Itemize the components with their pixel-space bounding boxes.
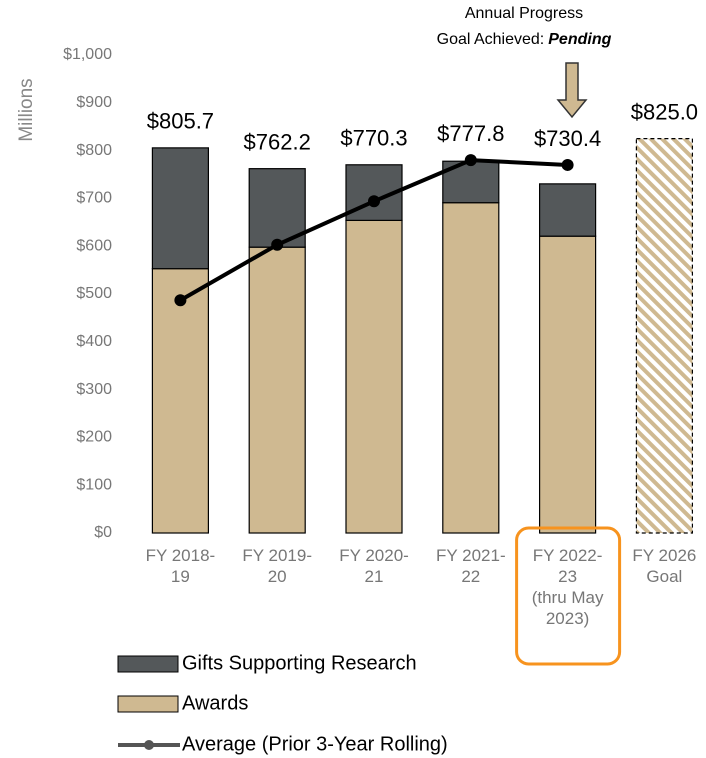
y-tick-label: $200 [76, 429, 112, 446]
y-tick-label: $900 [76, 94, 112, 111]
value-label: $805.7 [147, 109, 214, 134]
average-point [464, 154, 477, 167]
y-tick-label: $1,000 [63, 46, 112, 63]
y-tick-label: $400 [76, 333, 112, 350]
average-point [368, 195, 380, 208]
y-tick-label: $500 [76, 285, 112, 302]
average-point [561, 158, 574, 171]
value-label: $762.2 [244, 129, 311, 154]
average-point [271, 238, 284, 251]
annotation-status: Pending [548, 31, 611, 48]
legend-swatch [117, 695, 179, 713]
legend-label: Gifts Supporting Research [182, 652, 417, 674]
bar-segment [538, 235, 597, 534]
goal-bar [635, 138, 694, 534]
bar-segment [151, 268, 209, 534]
y-axis-label: Millions [16, 78, 37, 141]
legend-label: Average (Prior 3-Year Rolling) [182, 733, 448, 755]
legend-swatch [117, 655, 179, 673]
value-label: $770.3 [340, 126, 407, 151]
y-tick-label: $800 [76, 142, 112, 159]
bar-segment [248, 246, 306, 534]
highlight-box [515, 526, 622, 666]
bar-segment [345, 219, 403, 534]
average-point [174, 294, 187, 307]
bar-segment [248, 168, 306, 248]
bar-segment [442, 202, 500, 534]
x-tick-label: FY 2020- 21 [339, 546, 409, 586]
x-tick-label: FY 2018- 19 [145, 546, 216, 586]
bar-segment [151, 147, 209, 270]
x-tick-label: FY 2021- 22 [435, 546, 506, 586]
legend-marker [144, 740, 154, 750]
y-tick-label: $100 [76, 476, 112, 493]
x-tick-label: FY 2019- 20 [242, 546, 312, 586]
value-label: $777.8 [437, 121, 504, 146]
legend-label: Awards [182, 692, 248, 714]
x-tick-label: FY 2026 Goal [632, 546, 697, 586]
annotation-line1: Annual Progress [465, 5, 583, 22]
y-tick-label: $700 [76, 190, 112, 207]
y-tick-label: $0 [94, 524, 112, 541]
value-label: $730.4 [534, 126, 601, 151]
y-tick-label: $300 [76, 381, 112, 398]
bar-segment [538, 183, 597, 237]
value-label: $825.0 [631, 99, 698, 124]
annotation-arrow [556, 62, 588, 119]
x-tick-label: FY 2022- 23 (thru May 2023) [531, 546, 604, 628]
y-tick-label: $600 [76, 237, 112, 254]
annotation-line2: Goal Achieved: [437, 31, 545, 48]
